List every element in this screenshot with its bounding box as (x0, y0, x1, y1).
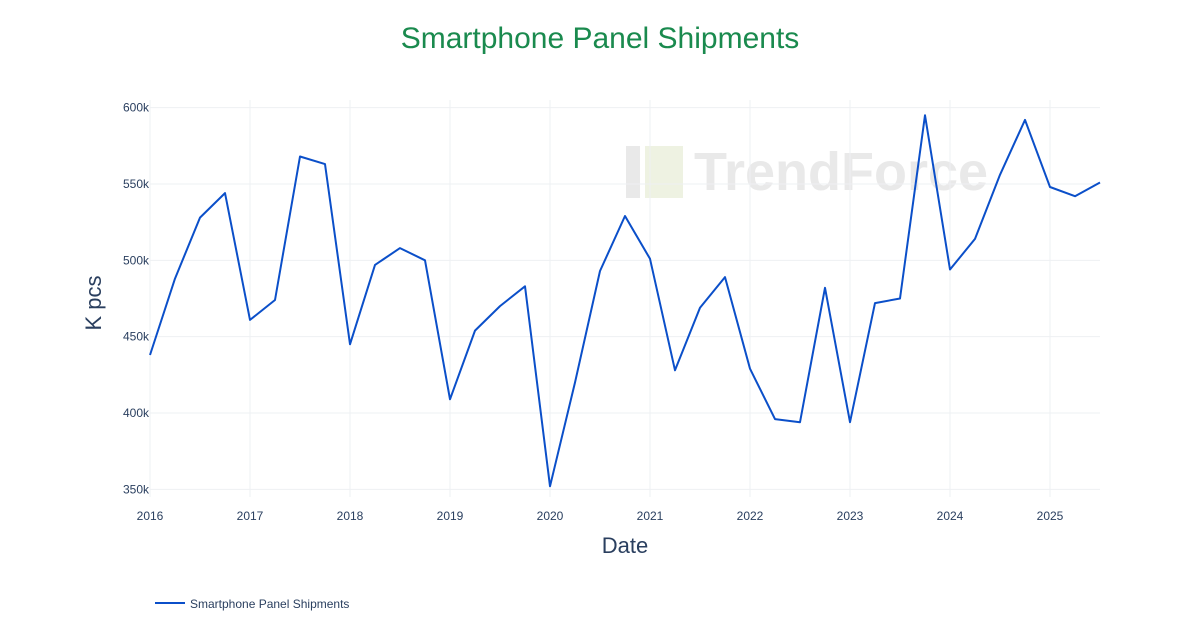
x-tick-label: 2021 (637, 509, 664, 523)
x-axis-ticks: 2016 2017 2018 2019 2020 2021 2022 2023 2024 2025 (137, 509, 1064, 523)
x-tick-label: 2017 (237, 509, 264, 523)
data-point[interactable] (997, 172, 1003, 178)
data-point[interactable] (347, 341, 353, 347)
y-gridlines (150, 107, 1100, 490)
data-point[interactable] (447, 396, 453, 402)
data-point[interactable] (797, 419, 803, 425)
data-point[interactable] (872, 300, 878, 306)
data-point[interactable] (572, 379, 578, 385)
y-axis-ticks: 350k 400k 450k 500k 550k 600k (123, 101, 150, 497)
data-point[interactable] (922, 112, 928, 118)
data-point[interactable] (522, 283, 528, 289)
data-point[interactable] (697, 305, 703, 311)
data-point[interactable] (172, 276, 178, 282)
data-point[interactable] (272, 297, 278, 303)
data-point[interactable] (247, 317, 253, 323)
data-point[interactable] (772, 416, 778, 422)
data-point[interactable] (547, 483, 553, 489)
y-tick-label: 600k (123, 101, 150, 115)
data-point[interactable] (647, 256, 653, 262)
data-point[interactable] (672, 367, 678, 373)
data-point[interactable] (397, 245, 403, 251)
chart-title: Smartphone Panel Shipments (400, 22, 800, 55)
x-tick-label: 2022 (737, 509, 764, 523)
y-tick-label: 400k (123, 406, 150, 420)
x-tick-label: 2023 (837, 509, 864, 523)
data-point[interactable] (847, 419, 853, 425)
data-point[interactable] (1047, 184, 1053, 190)
trendforce-watermark-logo: TrendForce (626, 142, 988, 202)
data-point[interactable] (1072, 193, 1078, 199)
data-point[interactable] (422, 257, 428, 263)
data-point[interactable] (972, 236, 978, 242)
legend[interactable]: Smartphone Panel Shipments (155, 597, 349, 611)
series-line-smartphone-panel-shipments (149, 114, 1101, 488)
y-axis-title: K pcs (81, 275, 106, 330)
y-tick-label: 500k (123, 253, 150, 267)
data-point[interactable] (372, 262, 378, 268)
data-point[interactable] (747, 366, 753, 372)
data-point[interactable] (947, 266, 953, 272)
x-tick-label: 2016 (137, 509, 164, 523)
data-point[interactable] (322, 161, 328, 167)
data-point[interactable] (822, 285, 828, 291)
data-point[interactable] (222, 190, 228, 196)
y-tick-label: 550k (123, 177, 150, 191)
data-point[interactable] (472, 328, 478, 334)
legend-label: Smartphone Panel Shipments (190, 597, 349, 611)
data-point[interactable] (622, 213, 628, 219)
data-point[interactable] (197, 215, 203, 221)
data-point[interactable] (897, 296, 903, 302)
data-point[interactable] (1022, 117, 1028, 123)
data-point[interactable] (297, 153, 303, 159)
x-gridlines (149, 100, 1051, 497)
x-tick-label: 2020 (537, 509, 564, 523)
watermark-text: TrendForce (694, 142, 988, 202)
data-point[interactable] (722, 274, 728, 280)
data-point[interactable] (497, 303, 503, 309)
data-point[interactable] (147, 352, 153, 358)
x-tick-label: 2019 (437, 509, 464, 523)
data-point[interactable] (1097, 179, 1103, 185)
x-tick-label: 2018 (337, 509, 364, 523)
x-tick-label: 2025 (1037, 509, 1064, 523)
y-tick-label: 350k (123, 482, 150, 496)
x-tick-label: 2024 (937, 509, 964, 523)
x-axis-title: Date (602, 533, 648, 558)
data-point[interactable] (597, 268, 603, 274)
y-tick-label: 450k (123, 330, 150, 344)
